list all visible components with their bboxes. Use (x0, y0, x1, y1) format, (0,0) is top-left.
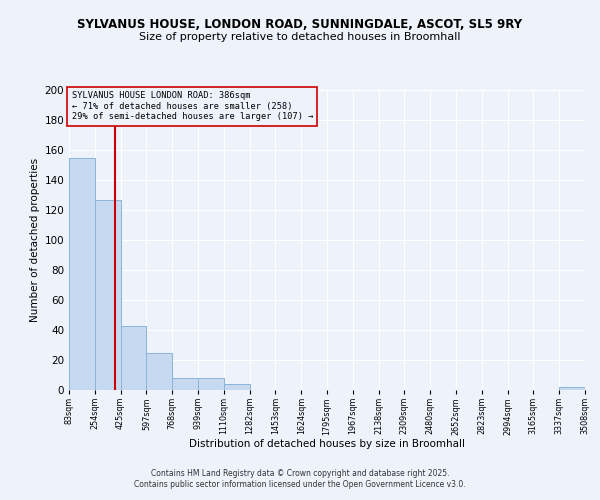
Text: SYLVANUS HOUSE, LONDON ROAD, SUNNINGDALE, ASCOT, SL5 9RY: SYLVANUS HOUSE, LONDON ROAD, SUNNINGDALE… (77, 18, 523, 30)
Bar (559, 387, 585, 390)
Bar (69, 158, 95, 390)
Bar (146, 352, 172, 390)
Bar (121, 326, 146, 390)
Text: Contains public sector information licensed under the Open Government Licence v3: Contains public sector information licen… (134, 480, 466, 489)
Text: SYLVANUS HOUSE LONDON ROAD: 386sqm
← 71% of detached houses are smaller (258)
29: SYLVANUS HOUSE LONDON ROAD: 386sqm ← 71%… (71, 92, 313, 122)
Bar (95, 200, 121, 390)
Bar (172, 378, 198, 390)
Bar (198, 378, 224, 390)
Text: Contains HM Land Registry data © Crown copyright and database right 2025.: Contains HM Land Registry data © Crown c… (151, 468, 449, 477)
Y-axis label: Number of detached properties: Number of detached properties (30, 158, 40, 322)
X-axis label: Distribution of detached houses by size in Broomhall: Distribution of detached houses by size … (189, 438, 465, 448)
Text: Size of property relative to detached houses in Broomhall: Size of property relative to detached ho… (139, 32, 461, 42)
Bar (224, 384, 250, 390)
